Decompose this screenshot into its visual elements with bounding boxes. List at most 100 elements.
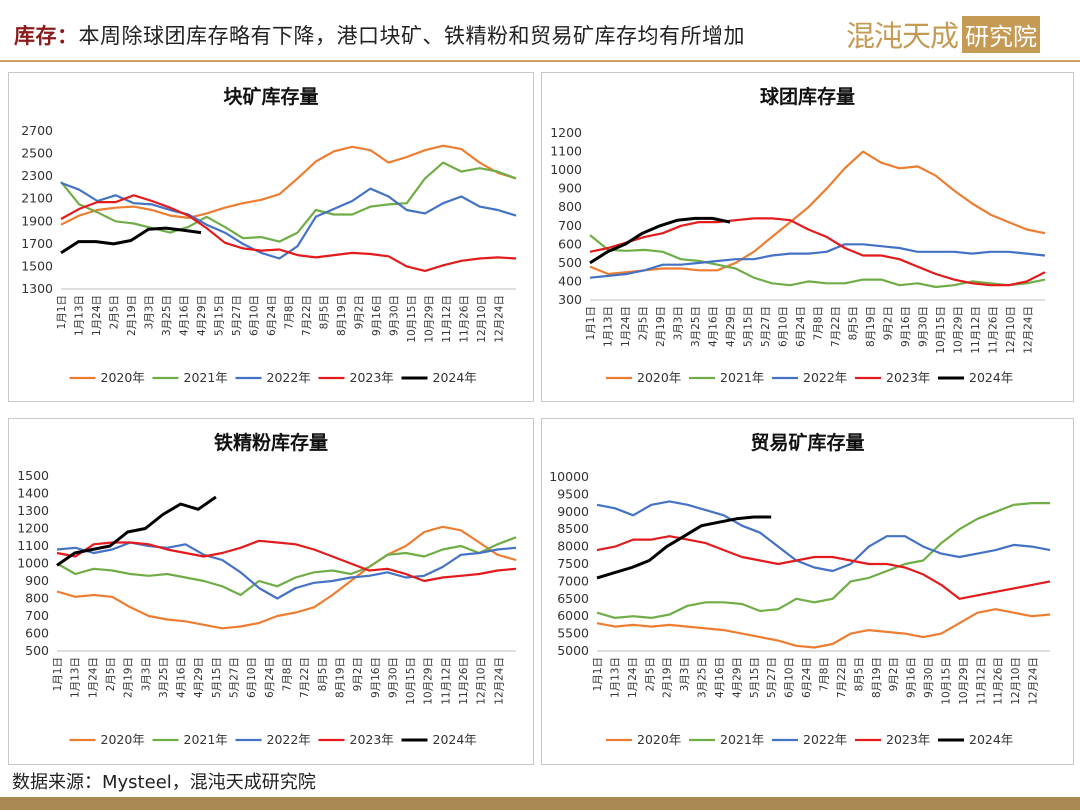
x-tick-label: 1月1日 xyxy=(52,657,64,691)
x-tick-label: 12月10日 xyxy=(1005,306,1017,354)
x-tick-label: 6月24日 xyxy=(801,657,813,698)
brand-logo-box: 研究院 xyxy=(962,15,1041,53)
y-tick-label: 500 xyxy=(558,255,582,270)
legend-label: 2024年 xyxy=(433,732,477,747)
x-tick-label: 1月13日 xyxy=(70,657,82,698)
x-tick-label: 6月10日 xyxy=(246,657,258,698)
y-tick-label: 400 xyxy=(558,273,582,288)
legend-label: 2020年 xyxy=(637,370,681,385)
x-tick-label: 4月16日 xyxy=(179,295,191,336)
legend-label: 2023年 xyxy=(886,732,930,747)
y-tick-label: 1100 xyxy=(550,144,582,159)
x-tick-label: 12月24日 xyxy=(1028,657,1040,705)
legend-label: 2021年 xyxy=(720,370,764,385)
legend-label: 2022年 xyxy=(267,732,311,747)
x-tick-label: 9月16日 xyxy=(370,657,382,698)
chart-panel-concentrate: 铁精粉库存量 500 600 700 800 900 1000 1100 1200 1300 140… xyxy=(8,418,534,765)
x-tick-label: 1月13日 xyxy=(603,306,615,347)
title-keyword: 库存： xyxy=(14,24,79,48)
x-tick-label: 2月19日 xyxy=(123,657,135,698)
x-tick-label: 10月15日 xyxy=(406,295,418,343)
x-tick-label: 9月2日 xyxy=(352,657,364,691)
x-tick-label: 9月2日 xyxy=(354,295,366,329)
x-tick-label: 6月24日 xyxy=(795,306,807,347)
y-tick-label: 1700 xyxy=(21,236,53,251)
x-tick-label: 10月15日 xyxy=(935,306,947,354)
y-tick-label: 5500 xyxy=(557,626,589,641)
x-tick-label: 1月24日 xyxy=(87,657,99,698)
x-tick-label: 3月25日 xyxy=(690,306,702,347)
x-tick-label: 8月5日 xyxy=(848,306,860,340)
series-line-2023 xyxy=(589,217,1046,287)
x-tick-label: 4月29日 xyxy=(731,657,743,698)
x-tick-label: 12月24日 xyxy=(494,295,506,343)
y-tick-label: 1400 xyxy=(17,486,49,501)
series-line-2020 xyxy=(596,608,1051,649)
series-line-2023 xyxy=(60,194,517,272)
series-line-2022 xyxy=(56,541,517,600)
y-tick-label: 1900 xyxy=(21,213,53,228)
y-tick-label: 5000 xyxy=(557,643,589,658)
chart-svg: 球团库存量 300 400 500 600 700 800 900 1000 1100 1200 1月… xyxy=(550,85,1046,385)
y-tick-label: 2700 xyxy=(21,123,53,138)
series-line-2024 xyxy=(596,515,772,580)
y-tick-label: 1100 xyxy=(17,538,49,553)
legend-label: 2021年 xyxy=(720,732,764,747)
x-tick-label: 5月27日 xyxy=(231,295,243,336)
legend-label: 2020年 xyxy=(101,732,145,747)
x-tick-label: 1月24日 xyxy=(91,295,103,336)
y-tick-label: 8000 xyxy=(557,539,589,554)
x-tick-label: 6月24日 xyxy=(264,657,276,698)
x-tick-label: 7月8日 xyxy=(282,657,294,691)
series-line-2022 xyxy=(589,243,1046,279)
x-tick-label: 9月30日 xyxy=(918,306,930,347)
x-tick-label: 1月1日 xyxy=(585,306,597,340)
x-tick-label: 2月19日 xyxy=(655,306,667,347)
y-tick-label: 700 xyxy=(25,608,49,623)
series-line-2022 xyxy=(60,181,517,260)
y-tick-label: 300 xyxy=(558,292,582,307)
brand-logo: 混沌天成 研究院 xyxy=(846,14,1041,54)
x-tick-label: 11月26日 xyxy=(458,657,470,705)
x-tick-label: 9月2日 xyxy=(888,657,900,691)
series-line-2024 xyxy=(56,495,217,567)
x-tick-label: 8月19日 xyxy=(871,657,883,698)
x-tick-label: 8月19日 xyxy=(336,295,348,336)
brand-logo-script: 混沌天成 xyxy=(846,19,959,53)
y-tick-label: 10000 xyxy=(549,469,589,484)
x-tick-label: 2月5日 xyxy=(638,306,650,340)
x-tick-label: 1月24日 xyxy=(627,657,639,698)
chart-title: 球团库存量 xyxy=(760,85,855,108)
x-tick-label: 7月22日 xyxy=(836,657,848,698)
legend-label: 2022年 xyxy=(803,732,847,747)
x-tick-label: 3月25日 xyxy=(697,657,709,698)
legend-label: 2024年 xyxy=(969,370,1013,385)
x-tick-label: 6月10日 xyxy=(249,295,261,336)
chart-title: 铁精粉库存量 xyxy=(214,431,328,454)
x-tick-label: 6月10日 xyxy=(784,657,796,698)
series-line-2023 xyxy=(56,539,517,583)
x-tick-label: 5月15日 xyxy=(211,657,223,698)
x-tick-label: 10月29日 xyxy=(424,295,436,343)
x-tick-label: 2月5日 xyxy=(109,295,121,329)
y-tick-label: 1000 xyxy=(550,162,582,177)
x-tick-label: 6月24日 xyxy=(266,295,278,336)
y-tick-label: 1200 xyxy=(17,521,49,536)
x-tick-label: 9月16日 xyxy=(900,306,912,347)
x-tick-label: 5月27日 xyxy=(760,306,772,347)
x-tick-label: 10月15日 xyxy=(940,657,952,705)
y-tick-label: 1300 xyxy=(17,503,49,518)
legend-label: 2021年 xyxy=(184,370,228,385)
series-line-2021 xyxy=(60,161,517,243)
y-tick-label: 2500 xyxy=(21,146,53,161)
y-tick-label: 700 xyxy=(558,218,582,233)
chart-svg: 铁精粉库存量 500 600 700 800 900 1000 1100 1200 1300 140… xyxy=(17,431,517,747)
x-tick-label: 3月3日 xyxy=(140,657,152,691)
series-line-2021 xyxy=(56,536,517,597)
y-tick-label: 900 xyxy=(25,573,49,588)
x-tick-label: 10月29日 xyxy=(953,306,965,354)
x-tick-label: 12月10日 xyxy=(476,295,488,343)
x-tick-label: 11月26日 xyxy=(459,295,471,343)
x-tick-label: 7月8日 xyxy=(813,306,825,340)
chart-panel-lump-ore: 块矿库存量 1300 1500 1700 1900 2100 2300 2500 2700 1月1… xyxy=(8,72,534,402)
